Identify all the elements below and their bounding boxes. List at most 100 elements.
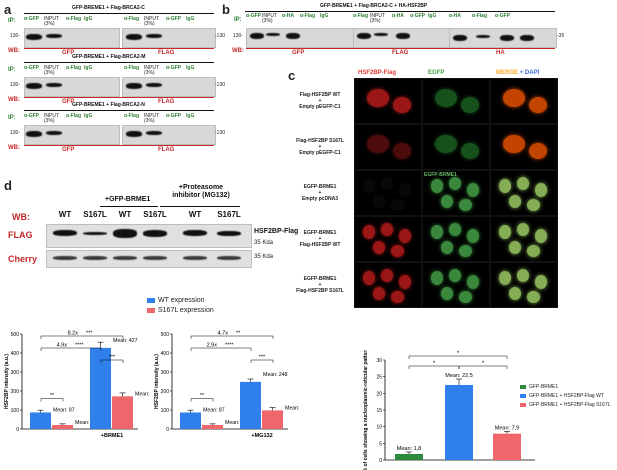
y-tick-label: 30 bbox=[376, 358, 382, 364]
fold-change-label: 2.9x bbox=[207, 343, 218, 349]
panel-a-lane-label: INPUT (3%) bbox=[144, 113, 159, 124]
panel-a-blot-flag bbox=[122, 28, 216, 48]
group-mg132-rule bbox=[160, 206, 240, 207]
panel-a-lane-label: IgG bbox=[84, 65, 93, 71]
y-tick-label: 25 bbox=[376, 375, 382, 381]
cell-nucleus bbox=[381, 177, 393, 190]
panel-a-marker-left: 130- bbox=[10, 33, 21, 39]
cell-nucleus bbox=[449, 177, 461, 190]
bar bbox=[112, 396, 133, 429]
x-category-label: +MG132 bbox=[251, 433, 272, 439]
panel-d-lane-label: S167L bbox=[217, 210, 241, 219]
panel-a-marker-right: -130 bbox=[215, 33, 226, 39]
blot-band bbox=[266, 33, 280, 36]
panel-b-marker-right: -35 bbox=[557, 33, 565, 39]
cell-nucleus bbox=[503, 135, 525, 153]
cell-nucleus bbox=[373, 195, 385, 208]
panel-a-lane-label: α-GFP bbox=[24, 113, 40, 119]
panel-a-blot-flag bbox=[122, 77, 216, 97]
significance-bracket bbox=[190, 347, 252, 351]
panel-a-marker-right: -130 bbox=[215, 130, 226, 136]
significance-bracket bbox=[190, 398, 214, 402]
y-axis-label: % of cells showing a nucleoplasmic-retic… bbox=[363, 350, 369, 470]
micrograph-cell bbox=[354, 170, 422, 216]
y-tick-label: 20 bbox=[376, 391, 382, 397]
panel-b-title-rule bbox=[245, 11, 555, 12]
panel-b-lane-label: α-GFP bbox=[246, 13, 262, 19]
significance-bracket bbox=[40, 398, 64, 402]
chart-brme1-intensity: 0 100 200 300 400 500 HSF2BP intensity (a.u.) M… bbox=[4, 331, 150, 440]
cell-nucleus bbox=[441, 287, 453, 300]
panel-a-lane-label: α-GFP bbox=[24, 65, 40, 71]
y-axis-label: HSF2BP intensity (a.u.) bbox=[4, 354, 10, 409]
panel-a-blot-gfp bbox=[24, 125, 120, 145]
cell-nucleus bbox=[529, 97, 547, 113]
panel-d-lane-label: WT bbox=[188, 210, 202, 219]
panel-c-overlay-label: EGFP-BRME1 bbox=[424, 172, 457, 178]
micrograph-cell bbox=[490, 78, 558, 124]
cell-nucleus bbox=[431, 225, 443, 239]
cell-nucleus bbox=[459, 291, 472, 303]
panel-c-row-label-line: Empty pEGFP-C1 bbox=[299, 150, 341, 156]
fold-change-label: 8.2x bbox=[68, 331, 79, 337]
y-tick-label: 200 bbox=[11, 389, 20, 395]
bar bbox=[240, 381, 261, 429]
panel-c-row-label: EGFP-BRME1 + Empty pcDNA3 bbox=[288, 184, 352, 202]
panel-c-row-label: Flag-HSF2BP WT + Empty pEGFP-C1 bbox=[288, 92, 352, 110]
cell-nucleus bbox=[517, 177, 529, 190]
micrograph-cell bbox=[354, 78, 422, 124]
panel-c-header-red: HSF2BP-Flag bbox=[358, 70, 397, 76]
panel-d-lane-label: WT bbox=[118, 210, 132, 219]
cell-nucleus bbox=[529, 143, 547, 159]
panel-b-lane-label: α-Flag bbox=[353, 13, 369, 19]
y-tick-label: 300 bbox=[161, 370, 170, 376]
panel-c-header-green: EGFP bbox=[428, 70, 445, 76]
blot-band bbox=[46, 131, 62, 135]
blot-band-flag bbox=[53, 230, 77, 236]
panel-a-lane-label: α-GFP bbox=[166, 65, 182, 71]
cell-nucleus bbox=[449, 269, 461, 282]
panel-a-lane-label: INPUT (3%) bbox=[144, 16, 159, 27]
significance-bracket bbox=[250, 359, 274, 363]
cell-nucleus bbox=[535, 229, 547, 243]
micrograph-cell bbox=[422, 78, 490, 124]
right-label-35kda-2: 35 Kda bbox=[254, 254, 274, 260]
cell-nucleus bbox=[509, 241, 521, 254]
panel-c-row-label-line: EGFP-BRME1 bbox=[303, 184, 337, 190]
significance-label: *** bbox=[109, 355, 116, 361]
panel-a-lane-label: α-Flag bbox=[124, 65, 140, 71]
panel-a-lane-label: INPUT (3%) bbox=[44, 65, 59, 76]
blot-row-cherry-label: Cherry bbox=[8, 254, 38, 264]
panel-b-lane-label: IgG bbox=[320, 13, 329, 19]
panel-c-row-label-line: Flag-HSF2BP S167L bbox=[296, 288, 344, 294]
blot-band bbox=[46, 34, 62, 38]
blot-band bbox=[396, 33, 410, 39]
panel-c-row-label-line: + bbox=[318, 282, 322, 288]
panel-a-row-title: GFP-BREME1 + Flag-BRCA2-C bbox=[72, 5, 145, 11]
significance-label: * bbox=[457, 351, 460, 357]
panel-a-wb-label: WB: bbox=[8, 97, 20, 103]
panel-b-lane-label: α-GFP bbox=[410, 13, 426, 19]
mean-label: Mean: 248 bbox=[263, 372, 288, 378]
mean-label: Mean: 427 bbox=[113, 338, 138, 344]
panel-c-row-label-line: + bbox=[318, 98, 322, 104]
blot-band bbox=[453, 35, 467, 41]
y-tick-label: 100 bbox=[161, 408, 170, 414]
panel-a-blot-gfp bbox=[24, 28, 120, 48]
y-tick-label: 400 bbox=[161, 351, 170, 357]
significance-label: *** bbox=[259, 355, 266, 361]
mean-label: Mean: 7,9 bbox=[495, 425, 519, 431]
micrograph-cell bbox=[422, 262, 490, 308]
blot-band-cherry bbox=[217, 256, 241, 260]
cell-nucleus bbox=[459, 199, 472, 211]
bar bbox=[493, 433, 521, 460]
y-tick-label: 100 bbox=[11, 408, 20, 414]
cell-nucleus bbox=[527, 245, 540, 257]
micrograph-cell bbox=[490, 170, 558, 216]
blot-band bbox=[374, 33, 388, 36]
panel-d-label: d bbox=[4, 178, 12, 193]
blot-band-flag bbox=[217, 230, 241, 236]
cell-nucleus bbox=[441, 241, 453, 254]
y-tick-label: 400 bbox=[11, 351, 20, 357]
panel-c-row-label: Flag-HSF2BP S167L + Empty pEGFP-C1 bbox=[288, 138, 352, 156]
